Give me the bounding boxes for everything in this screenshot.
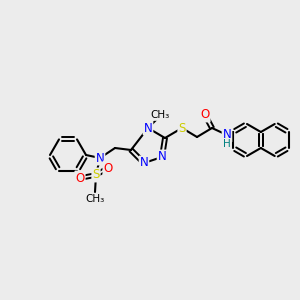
Text: S: S [178,122,186,134]
Text: N: N [158,151,166,164]
Text: N: N [223,128,231,142]
Text: N: N [140,157,148,169]
Text: CH₃: CH₃ [85,194,105,204]
Text: H: H [223,139,231,149]
Text: O: O [200,109,210,122]
Text: N: N [144,122,152,134]
Text: CH₃: CH₃ [150,110,170,120]
Text: N: N [96,152,104,164]
Text: O: O [103,161,112,175]
Text: O: O [75,172,85,184]
Text: S: S [92,169,100,182]
